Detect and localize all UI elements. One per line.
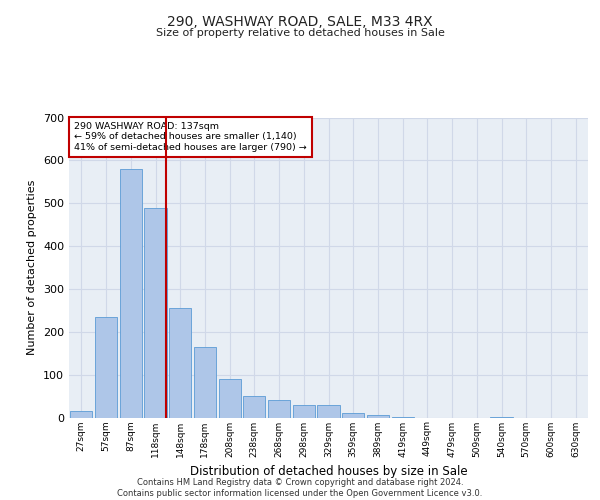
Bar (243, 396, 265, 417)
Bar (95, 317, 117, 418)
Bar (119, 169, 142, 418)
Text: 290 WASHWAY ROAD: 137sqm
← 59% of detached houses are smaller (1,140)
41% of sem: 290 WASHWAY ROAD: 137sqm ← 59% of detach… (74, 122, 307, 152)
Bar (145, 208, 167, 418)
Bar (268, 400, 290, 417)
Bar (194, 347, 216, 418)
Bar (367, 416, 389, 418)
Y-axis label: Number of detached properties: Number of detached properties (28, 180, 37, 355)
Text: 290, WASHWAY ROAD, SALE, M33 4RX: 290, WASHWAY ROAD, SALE, M33 4RX (167, 15, 433, 29)
Bar (169, 308, 191, 418)
Bar (218, 379, 241, 418)
Bar (317, 404, 340, 417)
Bar (392, 416, 414, 418)
Bar (490, 416, 512, 418)
Text: Contains HM Land Registry data © Crown copyright and database right 2024.
Contai: Contains HM Land Registry data © Crown c… (118, 478, 482, 498)
Text: Size of property relative to detached houses in Sale: Size of property relative to detached ho… (155, 28, 445, 38)
Bar (70, 411, 92, 418)
Bar (293, 404, 315, 417)
X-axis label: Distribution of detached houses by size in Sale: Distribution of detached houses by size … (190, 465, 467, 478)
Bar (342, 413, 364, 418)
